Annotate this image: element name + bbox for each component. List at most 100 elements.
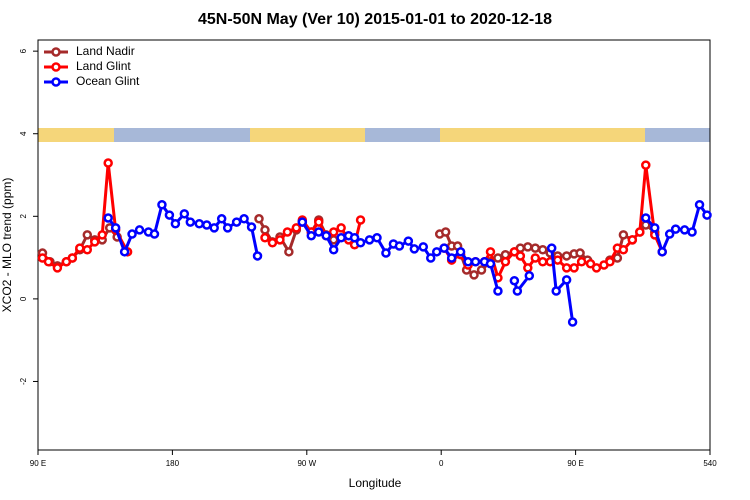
x-tick-label: 0: [439, 459, 444, 468]
data-point: [670, 224, 681, 234]
data-point: [222, 223, 233, 233]
x-tick-label: 90 E: [30, 459, 46, 468]
data-point: [679, 225, 690, 235]
y-axis-label: XCO2 - MLO trend (ppm): [0, 178, 14, 313]
legend-label: Ocean Glint: [76, 74, 140, 88]
data-point: [546, 243, 557, 253]
data-point: [103, 158, 113, 168]
data-point: [381, 248, 391, 258]
data-point: [635, 227, 645, 237]
data-point: [355, 237, 366, 248]
x-tick-label: 180: [166, 459, 180, 468]
data-point: [291, 223, 302, 233]
map-band: [38, 128, 710, 142]
land-strip: [250, 128, 365, 142]
y-tick-label: -2: [19, 377, 28, 385]
data-point: [364, 235, 375, 245]
data-point: [201, 220, 212, 230]
data-point: [179, 209, 190, 219]
x-tick-label: 540: [703, 459, 717, 468]
data-point: [313, 217, 324, 227]
data-point: [82, 230, 93, 240]
data-point: [493, 286, 503, 296]
legend-label: Land Nadir: [76, 44, 135, 58]
data-point: [209, 223, 219, 233]
data-point: [89, 237, 100, 247]
data-point: [455, 247, 466, 257]
data-point: [561, 263, 572, 273]
data-point: [252, 251, 263, 261]
data-point: [134, 225, 145, 235]
data-point: [164, 210, 175, 220]
data-point: [551, 286, 561, 296]
y-tick-label: 0: [19, 296, 28, 301]
land-strip: [38, 128, 114, 142]
legend-marker: [51, 77, 61, 87]
legend-marker: [51, 62, 61, 72]
data-point: [246, 222, 257, 232]
data-point: [618, 244, 629, 255]
data-point: [275, 235, 285, 245]
data-point: [170, 218, 181, 229]
data-point: [664, 229, 675, 239]
data-point: [537, 256, 548, 267]
data-point: [321, 230, 331, 241]
data-point: [576, 256, 587, 267]
data-point: [641, 213, 651, 223]
data-point: [687, 227, 697, 237]
data-point: [523, 242, 533, 252]
data-point: [394, 241, 405, 251]
data-point: [260, 225, 270, 235]
data-point: [328, 227, 339, 237]
x-axis-label: Longitude: [349, 476, 402, 490]
data-point: [585, 259, 596, 269]
data-point: [530, 253, 541, 263]
data-point: [649, 223, 660, 233]
data-point: [110, 223, 121, 233]
data-point: [403, 236, 414, 246]
data-point: [440, 227, 451, 237]
data-point: [485, 247, 496, 257]
data-point: [530, 243, 541, 253]
data-point: [103, 213, 113, 223]
data-point: [567, 317, 578, 327]
data-point: [355, 215, 366, 225]
data-point: [591, 263, 602, 273]
data-point: [349, 233, 360, 243]
data-point: [418, 242, 429, 252]
legend-label: Land Glint: [76, 59, 131, 73]
data-point: [627, 235, 638, 245]
series: [103, 199, 712, 327]
data-point: [605, 256, 615, 267]
data-point: [485, 259, 496, 269]
legend-marker: [51, 47, 61, 57]
data-point: [231, 217, 242, 227]
data-point: [43, 256, 54, 267]
chart-title: 45N-50N May (Ver 10) 2015-01-01 to 2020-…: [198, 11, 552, 28]
data-point: [500, 256, 511, 267]
data-point: [612, 253, 623, 263]
data-point: [425, 253, 436, 263]
data-point: [694, 199, 705, 210]
data-point: [297, 217, 308, 227]
data-point: [185, 217, 196, 227]
data-point: [260, 233, 270, 243]
data-point: [509, 247, 520, 257]
data-point: [561, 251, 572, 261]
data-point: [446, 253, 457, 263]
data-point: [409, 244, 420, 254]
data-point: [216, 214, 227, 224]
data-point: [476, 265, 487, 275]
data-point: [97, 230, 107, 240]
data-point: [657, 247, 667, 257]
data-point: [515, 251, 526, 261]
data-point: [537, 244, 548, 255]
data-point: [336, 223, 346, 233]
data-point: [512, 286, 523, 296]
data-point: [618, 230, 629, 240]
data-point: [463, 256, 473, 267]
data-point: [431, 247, 442, 257]
data-point: [119, 247, 130, 257]
data-point: [254, 214, 264, 224]
